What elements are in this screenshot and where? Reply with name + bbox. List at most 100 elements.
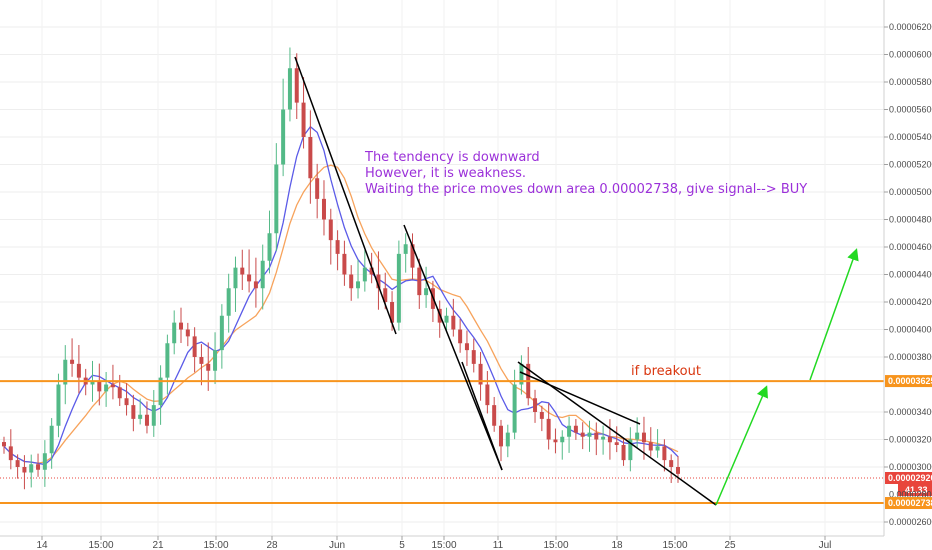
trendline-1 bbox=[294, 56, 397, 335]
candle-body bbox=[165, 343, 170, 378]
y-tick-label: 0.00004800 bbox=[889, 215, 932, 225]
y-tick-label: 0.00005400 bbox=[889, 132, 932, 142]
candle-body bbox=[655, 446, 660, 451]
moving-averages bbox=[3, 125, 679, 466]
candle-body bbox=[192, 336, 197, 357]
last-price-badge-text: 0.00002920 bbox=[888, 473, 932, 483]
candle-body bbox=[362, 267, 367, 282]
y-tick-label: 0.00005000 bbox=[889, 187, 932, 197]
trendline-5 bbox=[519, 371, 641, 425]
candle-body bbox=[349, 274, 354, 289]
candle-body bbox=[144, 414, 149, 426]
candle-body bbox=[97, 381, 102, 392]
candle-body bbox=[451, 315, 456, 330]
support-badge-text: 0.00002738 bbox=[888, 498, 932, 508]
resistance-badge-bg bbox=[885, 375, 932, 388]
candle-body bbox=[594, 432, 599, 440]
y-tick-label: 0.00003000 bbox=[889, 462, 932, 472]
candle-body bbox=[533, 398, 538, 412]
y-tick-label: 0.00004600 bbox=[889, 242, 932, 252]
candle-body bbox=[607, 436, 612, 443]
candle-body bbox=[485, 384, 490, 406]
x-tick-label: 11 bbox=[493, 540, 504, 550]
grid bbox=[0, 0, 884, 536]
ma-slow-line bbox=[3, 164, 679, 464]
candle-body bbox=[492, 405, 497, 426]
candle-body bbox=[621, 445, 626, 461]
candle-body bbox=[49, 425, 54, 454]
candle-body bbox=[635, 432, 640, 440]
candle-body bbox=[424, 288, 429, 296]
x-tick-label: 15:00 bbox=[88, 540, 113, 550]
candle-body bbox=[179, 322, 184, 330]
candle-body bbox=[70, 359, 75, 364]
candle-body bbox=[321, 198, 326, 220]
candle-body bbox=[383, 288, 388, 302]
y-tick-label: 0.00002600 bbox=[889, 517, 932, 527]
candle-body bbox=[553, 439, 558, 443]
candle-body bbox=[587, 432, 592, 437]
candle-body bbox=[213, 350, 218, 371]
candle-body bbox=[669, 460, 674, 467]
candle-body bbox=[172, 322, 177, 344]
candle-body bbox=[117, 387, 122, 399]
candle-body bbox=[158, 377, 163, 406]
volume-badge-text: 41.33 bbox=[905, 485, 928, 495]
x-tick-label: 15:00 bbox=[662, 540, 687, 550]
x-tick-label: 15:00 bbox=[203, 540, 228, 550]
candle-body bbox=[505, 432, 510, 447]
candle-body bbox=[417, 267, 422, 296]
candle-body bbox=[219, 315, 224, 351]
candle-body bbox=[15, 460, 20, 467]
candle-body bbox=[131, 405, 136, 419]
candle-body bbox=[356, 281, 361, 289]
candle-body bbox=[560, 436, 565, 443]
note-line-2: However, it is weakness. bbox=[365, 166, 526, 181]
candle-body bbox=[274, 164, 279, 234]
candle-body bbox=[315, 178, 320, 199]
candle-body bbox=[104, 384, 109, 392]
support-badge-bg bbox=[885, 497, 932, 510]
candle-body bbox=[29, 464, 34, 473]
candle-body bbox=[36, 464, 41, 470]
trendline-2 bbox=[403, 224, 503, 471]
candle-body bbox=[124, 398, 129, 406]
candle-body bbox=[90, 381, 95, 385]
y-tick-label: 0.00004000 bbox=[889, 325, 932, 335]
candle-body bbox=[519, 363, 524, 385]
trend-drawings bbox=[294, 56, 859, 506]
y-tick-label: 0.00005600 bbox=[889, 105, 932, 115]
x-tick-label: 25 bbox=[724, 540, 736, 550]
horizontal-levels bbox=[0, 380, 884, 505]
trendline-3 bbox=[461, 361, 503, 471]
y-tick-label: 0.00004200 bbox=[889, 297, 932, 307]
candle-body bbox=[648, 442, 653, 451]
ma-fast-line bbox=[3, 125, 679, 466]
candle-body bbox=[641, 432, 646, 443]
candle-body bbox=[260, 260, 265, 289]
y-tick-label: 0.00003800 bbox=[889, 352, 932, 362]
candle-body bbox=[573, 425, 578, 433]
note-line-1: The tendency is downward bbox=[364, 150, 540, 165]
candle-body bbox=[478, 363, 483, 385]
candle-body bbox=[580, 432, 585, 437]
candle-body bbox=[614, 442, 619, 445]
candle-body bbox=[498, 425, 503, 447]
candle-body bbox=[403, 244, 408, 254]
candle-body bbox=[281, 109, 286, 165]
candle-body bbox=[42, 453, 47, 470]
y-tick-label: 0.00005800 bbox=[889, 77, 932, 87]
plot-area bbox=[0, 0, 884, 536]
candle-body bbox=[240, 267, 245, 275]
candle-body bbox=[676, 467, 680, 474]
candle-body bbox=[410, 244, 415, 268]
x-tick-label: 5 bbox=[399, 540, 405, 550]
candle-body bbox=[662, 446, 667, 461]
x-tick-label: 15:00 bbox=[431, 540, 456, 550]
candle-body bbox=[138, 414, 143, 419]
candle-body bbox=[464, 343, 469, 351]
x-tick-label: 14 bbox=[36, 540, 48, 550]
y-tick-label: 0.00006200 bbox=[889, 22, 932, 32]
candle-body bbox=[151, 405, 156, 426]
